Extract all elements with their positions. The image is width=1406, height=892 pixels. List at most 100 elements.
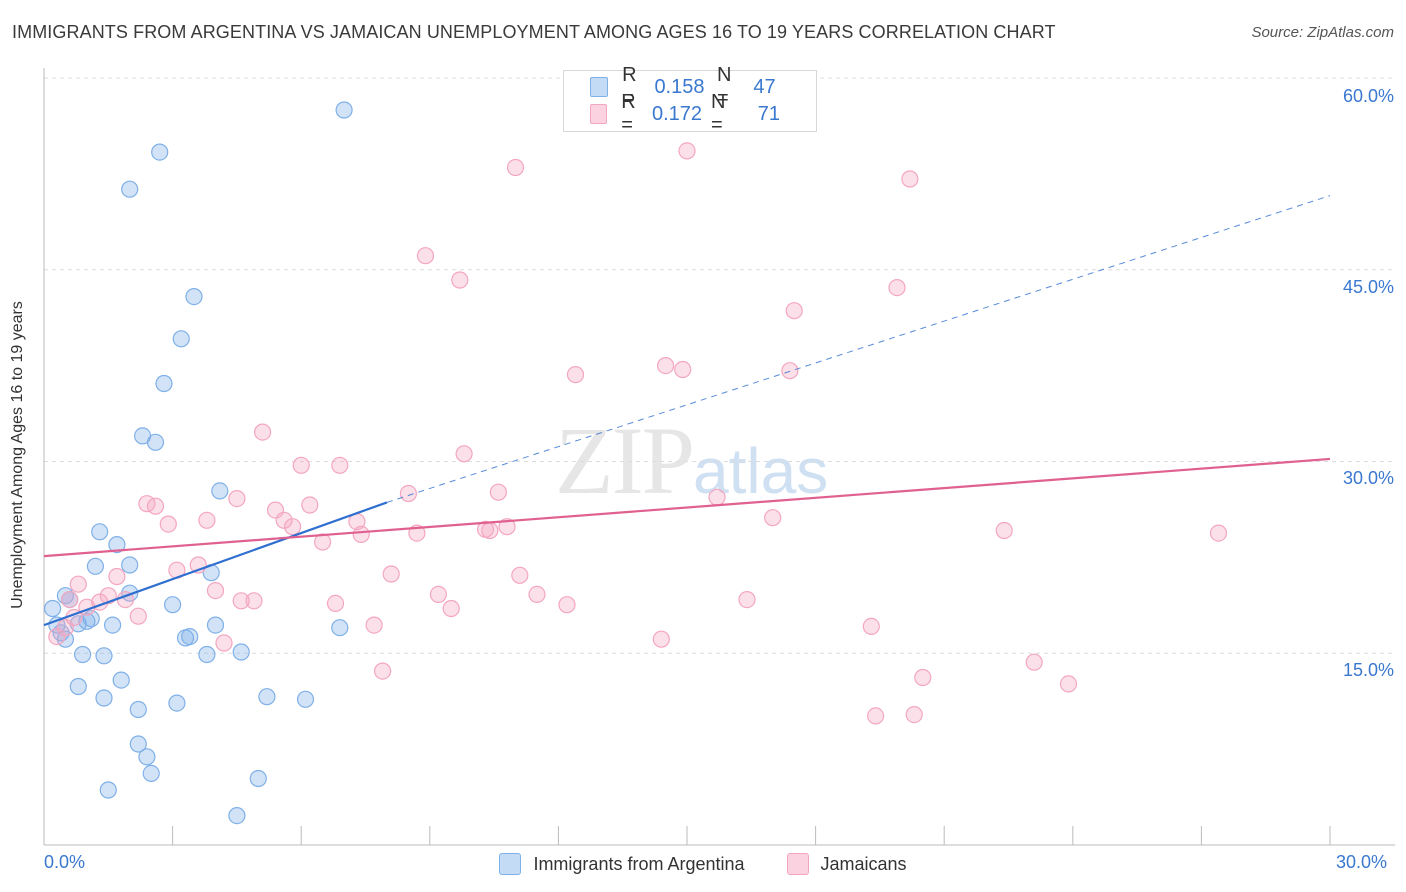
point-argentina: [129, 735, 147, 753]
point-argentina: [138, 748, 156, 766]
point-jamaicans: [1025, 653, 1043, 671]
point-argentina: [91, 523, 109, 541]
point-argentina: [99, 781, 117, 799]
point-jamaicans: [738, 590, 756, 609]
point-argentina: [146, 433, 165, 451]
point-argentina: [172, 330, 190, 348]
point-jamaicans: [399, 484, 417, 503]
point-jamaicans: [159, 515, 177, 533]
point-jamaicans: [331, 456, 349, 474]
point-jamaicans: [451, 271, 469, 289]
point-argentina: [258, 688, 276, 706]
jamaicans-legend-swatch: [786, 853, 809, 875]
watermark-zip: ZIP: [555, 407, 695, 514]
r-value-jamaicans: 0.172: [651, 102, 703, 125]
jamaicans-swatch: [590, 104, 608, 124]
watermark: ZIPatlas: [555, 405, 828, 516]
y-tick-label-15: 15.0%: [1342, 660, 1394, 680]
point-jamaicans: [1059, 675, 1078, 693]
point-jamaicans: [901, 170, 919, 188]
point-jamaicans: [708, 488, 726, 506]
point-jamaicans: [365, 616, 383, 634]
point-jamaicans: [888, 279, 906, 297]
point-argentina: [112, 671, 130, 689]
point-jamaicans: [995, 521, 1013, 540]
point-jamaicans: [678, 142, 696, 160]
n-label: N =: [717, 64, 732, 109]
point-jamaicans: [146, 497, 165, 515]
y-tick-label-45: 45.0%: [1342, 277, 1394, 297]
point-jamaicans: [905, 705, 923, 724]
n-value-jamaicans: 71: [757, 102, 781, 125]
point-jamaicans: [781, 362, 799, 380]
r-value-argentina: 0.158: [654, 75, 705, 98]
point-jamaicans: [215, 634, 233, 652]
point-jamaicans: [301, 496, 319, 514]
point-argentina: [181, 627, 199, 646]
point-jamaicans: [511, 566, 529, 584]
point-jamaicans: [254, 423, 272, 441]
point-jamaicans: [914, 668, 932, 687]
point-jamaicans: [785, 302, 803, 320]
point-argentina: [164, 596, 182, 614]
y-tick-label-30: 30.0%: [1342, 468, 1394, 488]
point-jamaicans: [129, 607, 147, 625]
point-argentina: [86, 557, 105, 575]
point-argentina: [335, 101, 353, 119]
point-jamaicans: [374, 662, 392, 680]
point-jamaicans: [528, 585, 546, 604]
argentina-swatch: [590, 77, 609, 97]
legend-row-argentina: R = 0.158 N = 47: [564, 64, 816, 109]
point-jamaicans: [245, 592, 263, 610]
point-jamaicans: [656, 357, 675, 375]
point-jamaicans: [292, 456, 310, 474]
point-argentina: [198, 645, 216, 664]
point-jamaicans: [489, 483, 507, 501]
point-jamaicans: [228, 490, 246, 508]
point-jamaicans: [284, 518, 302, 536]
point-jamaicans: [455, 445, 473, 463]
point-argentina: [206, 616, 225, 634]
point-jamaicans: [1209, 524, 1228, 542]
point-jamaicans: [558, 596, 576, 614]
series-legend: Immigrants from Argentina Jamaicans: [0, 851, 1406, 877]
legend-item-argentina[interactable]: Immigrants from Argentina: [499, 853, 745, 875]
trendline-argentina: [43, 501, 388, 627]
point-argentina: [232, 643, 250, 661]
point-jamaicans: [206, 581, 225, 600]
legend-item-jamaicans[interactable]: Jamaicans: [786, 853, 907, 875]
point-argentina: [185, 288, 203, 306]
point-jamaicans: [198, 511, 216, 529]
point-jamaicans: [382, 565, 400, 583]
point-jamaicans: [416, 247, 435, 265]
r-label: R =: [621, 91, 636, 136]
point-argentina: [296, 690, 315, 708]
correlation-legend: R = 0.158 N = 47 R = 0.172 N = 71: [563, 64, 817, 136]
point-jamaicans: [764, 509, 782, 527]
point-jamaicans: [108, 567, 126, 586]
point-jamaicans: [275, 511, 293, 529]
point-jamaicans: [481, 521, 499, 540]
point-argentina: [121, 180, 139, 198]
point-jamaicans: [862, 617, 880, 636]
point-jamaicans: [61, 590, 79, 609]
y-tick-label-60: 60.0%: [1342, 86, 1394, 106]
chart-title: IMMIGRANTS FROM ARGENTINA VS JAMAICAN UN…: [12, 22, 1056, 42]
n-label: N =: [711, 91, 726, 136]
point-jamaicans: [69, 575, 87, 593]
point-argentina: [211, 482, 229, 500]
point-jamaicans: [232, 592, 250, 610]
watermark-atlas: atlas: [693, 435, 829, 507]
point-argentina: [73, 645, 92, 664]
y-axis-label: Unemployment Among Ages 16 to 19 years: [9, 301, 26, 609]
point-argentina: [155, 374, 173, 393]
point-jamaicans: [866, 707, 885, 725]
point-argentina: [43, 599, 62, 618]
point-argentina: [103, 616, 122, 634]
point-jamaicans: [429, 585, 447, 604]
point-argentina: [168, 694, 186, 712]
legend-label-jamaicans: Jamaicans: [820, 853, 907, 874]
n-value-argentina: 47: [753, 75, 776, 98]
source-label: Source: ZipAtlas.com: [1251, 24, 1394, 41]
